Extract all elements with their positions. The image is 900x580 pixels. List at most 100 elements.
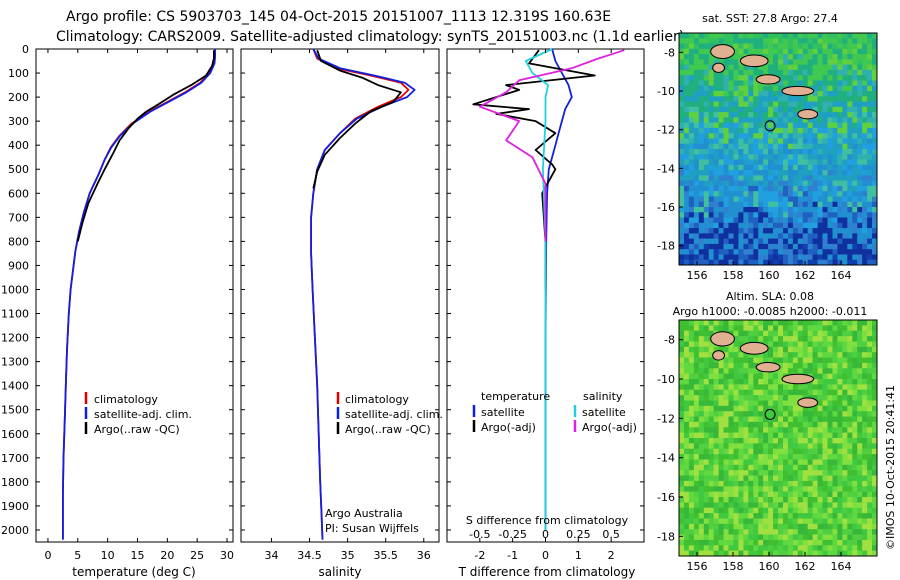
map-cell (783, 421, 789, 428)
map-cell (773, 33, 779, 39)
map-cell (688, 170, 695, 176)
map-cell (862, 159, 868, 166)
map-cell (679, 64, 685, 71)
map-cell (862, 539, 868, 546)
map-cell (723, 196, 729, 203)
map-cell (792, 486, 799, 493)
map-cell (778, 395, 784, 401)
map-cell (842, 448, 848, 455)
map-cell (778, 54, 784, 60)
map-cell (797, 191, 804, 197)
map-cell (738, 357, 744, 364)
map-cell (728, 405, 734, 412)
map-cell (837, 448, 843, 455)
map-cell (852, 443, 858, 450)
map-cell (768, 249, 774, 255)
map-cell (679, 117, 685, 124)
map-cell (872, 117, 878, 124)
map-cell (688, 138, 695, 145)
map-cell (842, 373, 848, 380)
map-cell (807, 217, 814, 224)
map-cell (748, 106, 754, 113)
map-cell (842, 149, 848, 155)
map-cell (852, 480, 858, 487)
map-cell (713, 122, 720, 129)
map-cell (698, 164, 705, 171)
map-cell (787, 180, 794, 187)
map-cell (703, 96, 710, 103)
depth-tick-label: 100 (8, 67, 29, 80)
map-cell (684, 518, 690, 525)
map-cell (792, 69, 799, 76)
legend-label-argo: Argo(..raw -QC) (345, 423, 431, 436)
map-cell (787, 438, 794, 444)
map-cell (763, 373, 769, 380)
map-cell (778, 534, 784, 541)
map-cell (693, 38, 700, 45)
map-cell (787, 405, 794, 412)
map-cell (852, 133, 858, 139)
map-cell (857, 454, 863, 460)
map-cell (679, 373, 685, 380)
map-cell (787, 389, 794, 396)
map-cell (733, 486, 739, 493)
map-cell (768, 191, 774, 197)
map-cell (679, 154, 685, 161)
map-cell (862, 259, 868, 266)
map-cell (743, 222, 749, 229)
map-cell (773, 421, 779, 428)
map-cell (852, 48, 858, 55)
map-cell (698, 330, 705, 337)
map-cell (787, 191, 794, 197)
map-cell (733, 523, 739, 530)
map-cell (763, 454, 769, 460)
map-cell (827, 54, 833, 60)
map-cell (708, 352, 715, 359)
map-cell (728, 217, 734, 224)
map-cell (852, 518, 858, 525)
x-tick-label: 1 (575, 549, 582, 562)
map-cell (713, 373, 720, 380)
depth-tick-label: 700 (8, 211, 29, 224)
map-cell (733, 75, 739, 81)
map-cell (733, 346, 739, 353)
map-cell (728, 373, 734, 380)
map-cell (773, 389, 779, 396)
map-cell (857, 486, 863, 493)
map-cell (679, 112, 685, 118)
map-cell (792, 448, 799, 455)
map-cell (693, 170, 700, 176)
map-cell (748, 534, 754, 541)
map-cell (773, 191, 779, 197)
map-cell (822, 122, 828, 129)
map-cell (867, 379, 873, 385)
map-cell (738, 421, 744, 428)
map-cell (807, 421, 814, 428)
map-cell (684, 362, 690, 369)
map-cell (867, 448, 873, 455)
map-cell (812, 149, 819, 155)
map-cell (718, 486, 725, 493)
map-cell (807, 180, 814, 187)
map-cell (713, 362, 720, 369)
map-cell (832, 228, 838, 234)
map-cell (817, 464, 824, 471)
map-cell (837, 91, 843, 97)
map-cell (857, 127, 863, 134)
map-cell (847, 421, 853, 428)
map-cell (713, 438, 720, 444)
map-cell (787, 325, 794, 332)
map-cell (837, 427, 843, 434)
map-cell (713, 196, 720, 203)
map-cell (857, 222, 863, 229)
map-cell (698, 438, 705, 444)
map-cell (758, 64, 764, 71)
map-cell (817, 379, 824, 385)
map-cell (684, 427, 690, 434)
map-cell (693, 459, 700, 466)
map-cell (703, 454, 710, 460)
map-cell (797, 138, 804, 145)
map-cell (783, 112, 789, 118)
map-cell (802, 491, 809, 498)
map-cell (703, 75, 710, 81)
